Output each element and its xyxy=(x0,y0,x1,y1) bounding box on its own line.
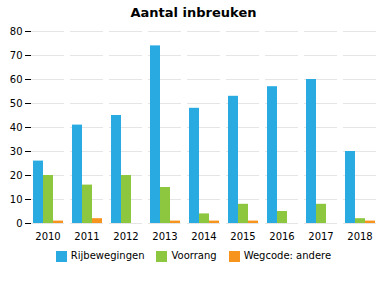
svg-text:2014: 2014 xyxy=(191,231,216,242)
svg-text:2018: 2018 xyxy=(347,231,372,242)
svg-text:0: 0 xyxy=(16,218,22,229)
svg-text:2013: 2013 xyxy=(152,231,177,242)
svg-text:40: 40 xyxy=(10,122,23,133)
svg-text:20: 20 xyxy=(10,170,23,181)
svg-text:60: 60 xyxy=(10,74,23,85)
svg-text:2016: 2016 xyxy=(269,231,294,242)
html-text:Aantal inbreuken: Aantal inbreuken xyxy=(130,5,257,20)
html-text:Wegcode: andere: Wegcode: andere xyxy=(243,250,332,261)
svg-text:2017: 2017 xyxy=(308,231,333,242)
html-text:Rijbewegingen: Rijbewegingen xyxy=(70,250,145,261)
svg-text:50: 50 xyxy=(10,98,23,109)
svg-text:70: 70 xyxy=(10,50,23,61)
svg-text:2010: 2010 xyxy=(35,231,60,242)
html-text:Voorrang: Voorrang xyxy=(171,250,217,261)
svg-text:2011: 2011 xyxy=(74,231,99,242)
svg-text:2015: 2015 xyxy=(230,231,255,242)
svg-text:30: 30 xyxy=(10,146,23,157)
svg-text:80: 80 xyxy=(10,26,23,37)
svg-text:10: 10 xyxy=(10,194,23,205)
svg-text:2012: 2012 xyxy=(113,231,138,242)
